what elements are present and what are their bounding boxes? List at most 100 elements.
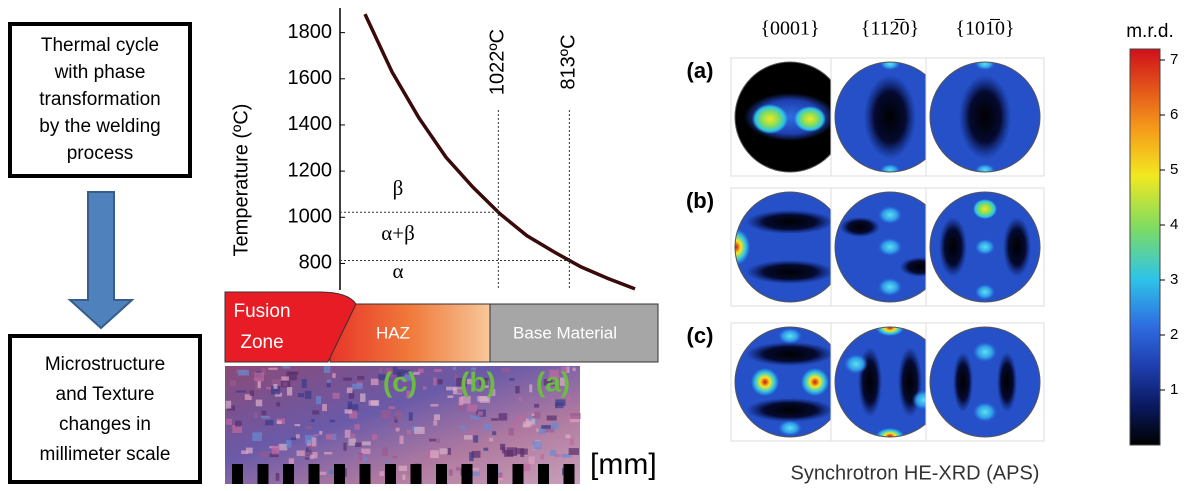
pole-intensity — [939, 217, 967, 277]
grain — [456, 467, 460, 471]
grain — [349, 410, 358, 419]
pole-intensity — [840, 217, 880, 237]
flow-line: and Texture — [56, 384, 155, 405]
grain — [255, 399, 263, 407]
pole-intensity — [746, 210, 834, 234]
grain — [311, 437, 317, 447]
flow-box — [8, 334, 202, 484]
grain — [413, 371, 420, 375]
grain — [447, 395, 454, 399]
grain — [498, 413, 508, 421]
grain — [433, 414, 440, 421]
grain — [559, 377, 567, 386]
grain — [319, 471, 327, 475]
y-tick-label: 1400 — [288, 113, 333, 135]
grain — [273, 383, 278, 389]
grain — [406, 429, 412, 435]
grain — [465, 378, 475, 385]
grain — [489, 437, 494, 442]
grain — [434, 369, 442, 373]
pole-intensity — [878, 278, 902, 296]
grain — [526, 413, 533, 416]
grain — [260, 415, 270, 419]
flow-line: process — [67, 143, 134, 164]
grain — [286, 440, 292, 448]
pole-intensity — [975, 164, 995, 172]
grain — [235, 420, 242, 427]
pole-figure — [835, 327, 945, 437]
grain — [351, 433, 355, 439]
grain — [549, 369, 559, 379]
grain — [286, 387, 293, 396]
grain — [414, 426, 425, 435]
grain — [323, 451, 333, 455]
scale-tick — [512, 464, 524, 484]
grain — [533, 411, 541, 419]
colorbar-tick-label: 3 — [1170, 271, 1178, 288]
column-header: {101̅0} — [955, 18, 1014, 40]
grain — [261, 410, 267, 416]
grain — [344, 409, 353, 414]
grain — [457, 405, 466, 411]
grain — [437, 379, 443, 385]
y-axis-label: Temperature (ºC) — [230, 104, 252, 257]
grain — [565, 434, 571, 439]
grain — [311, 419, 315, 422]
grain — [280, 380, 291, 388]
micro-labels: (c) (b) (a) — [383, 366, 570, 397]
grain — [343, 377, 352, 381]
grain — [385, 461, 390, 467]
grain — [529, 384, 533, 393]
grain — [385, 368, 396, 377]
pole-intensity — [876, 327, 904, 336]
grain — [489, 388, 496, 396]
grain — [232, 425, 242, 433]
row-label: (a) — [687, 58, 714, 83]
grain — [483, 447, 489, 451]
grain — [281, 376, 289, 381]
pole-outline — [929, 326, 1041, 438]
grain — [534, 403, 540, 408]
grain — [483, 424, 491, 431]
grain — [322, 403, 327, 412]
grain — [522, 424, 530, 428]
grain — [567, 395, 571, 403]
grain — [332, 433, 337, 441]
grain — [550, 422, 559, 430]
grain — [309, 454, 314, 460]
pole-intensity — [1003, 217, 1031, 277]
grain — [457, 388, 469, 394]
grain — [296, 450, 305, 456]
pole-figure — [930, 192, 1040, 302]
grain — [543, 378, 553, 386]
grain — [316, 395, 322, 405]
grain — [540, 454, 544, 460]
row-label: (c) — [687, 323, 714, 348]
pole-intensity — [975, 62, 995, 70]
grain — [429, 438, 437, 442]
grain — [378, 374, 389, 381]
grain — [314, 434, 319, 437]
pole-figure — [930, 62, 1040, 172]
grain — [477, 396, 489, 402]
grain — [348, 438, 357, 446]
grain — [346, 387, 353, 394]
grain — [458, 396, 464, 406]
pole-intensity — [959, 75, 1011, 159]
scale-tick — [487, 464, 498, 484]
zone-label: Base Material — [513, 323, 617, 342]
grain — [246, 447, 253, 454]
grain — [464, 435, 473, 440]
grain — [276, 420, 282, 424]
grain — [472, 467, 479, 471]
grain — [494, 472, 503, 478]
grain — [436, 438, 440, 444]
grain — [235, 390, 247, 393]
colorbar-tick-label: 1 — [1170, 381, 1178, 398]
grain — [270, 385, 281, 395]
plot: 800 1000 1200 1400 1600 1800 1022ºC 813ºC β α+β α — [288, 8, 636, 291]
grain — [433, 420, 438, 426]
scale-tick — [359, 464, 371, 484]
grain — [382, 447, 388, 456]
grain — [452, 366, 456, 371]
